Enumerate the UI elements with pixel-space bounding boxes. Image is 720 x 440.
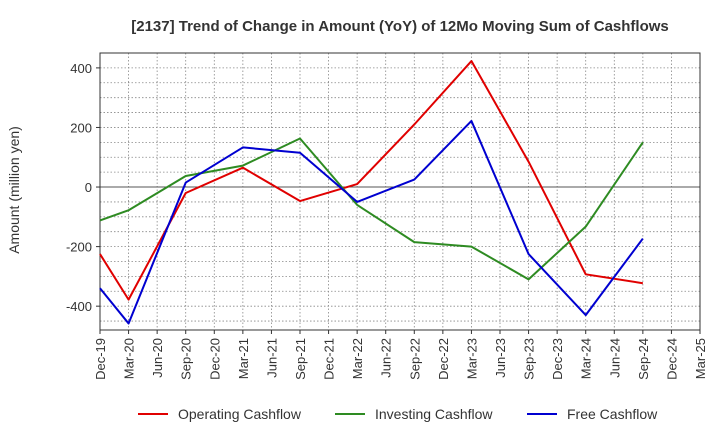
chart-title: [2137] Trend of Change in Amount (YoY) o…: [131, 18, 669, 35]
series-lines: [99, 60, 644, 325]
series-line-free-cashflow: [99, 119, 644, 325]
x-tick-label: Sep-21: [293, 338, 308, 380]
grid-lines: [100, 53, 700, 330]
x-tick-label: Jun-21: [264, 338, 279, 378]
x-tick-label: Jun-20: [150, 338, 165, 378]
x-tick-label: Mar-25: [693, 338, 708, 379]
x-tick-label: Dec-23: [550, 338, 565, 380]
x-axis-ticks: Dec-19 Mar-20 Jun-20 Sep-20 Dec-20 Mar-21 Jun-…: [93, 330, 708, 380]
y-tick-label: -200: [66, 240, 92, 255]
x-tick-label: Jun-22: [379, 338, 394, 378]
x-tick-label: Jun-23: [493, 338, 508, 378]
x-tick-label: Mar-23: [464, 338, 479, 379]
x-tick-label: Sep-22: [407, 338, 422, 380]
x-tick-label: Sep-23: [522, 338, 537, 380]
y-tick-label: 400: [70, 61, 92, 76]
plot-area: [99, 52, 701, 331]
x-tick-label: Mar-20: [122, 338, 137, 379]
x-tick-label: Dec-24: [664, 338, 679, 380]
x-tick-label: Dec-21: [322, 338, 337, 380]
x-tick-label: Dec-22: [436, 338, 451, 380]
x-tick-label: Mar-22: [350, 338, 365, 379]
x-tick-label: Mar-21: [236, 338, 251, 379]
x-tick-label: Dec-19: [93, 338, 108, 380]
x-tick-label: Jun-24: [607, 338, 622, 378]
legend-label: Free Cashflow: [567, 406, 658, 422]
y-axis-label: Amount (million yen): [6, 126, 22, 254]
y-tick-label: 0: [85, 180, 92, 195]
x-tick-label: Mar-24: [579, 338, 594, 379]
y-tick-label: 200: [70, 120, 92, 135]
x-tick-label: Dec-20: [207, 338, 222, 380]
legend: Operating Cashflow Investing Cashflow Free…: [138, 406, 658, 422]
x-tick-label: Sep-20: [179, 338, 194, 380]
y-tick-label: -400: [66, 299, 92, 314]
y-axis-ticks: 400 200 0 -200 -400: [66, 61, 100, 314]
legend-label: Investing Cashflow: [375, 406, 493, 422]
x-tick-label: Sep-24: [636, 338, 651, 380]
legend-label: Operating Cashflow: [178, 406, 302, 422]
series-line-investing-cashflow: [99, 137, 644, 281]
series-line-operating-cashflow: [99, 60, 644, 301]
